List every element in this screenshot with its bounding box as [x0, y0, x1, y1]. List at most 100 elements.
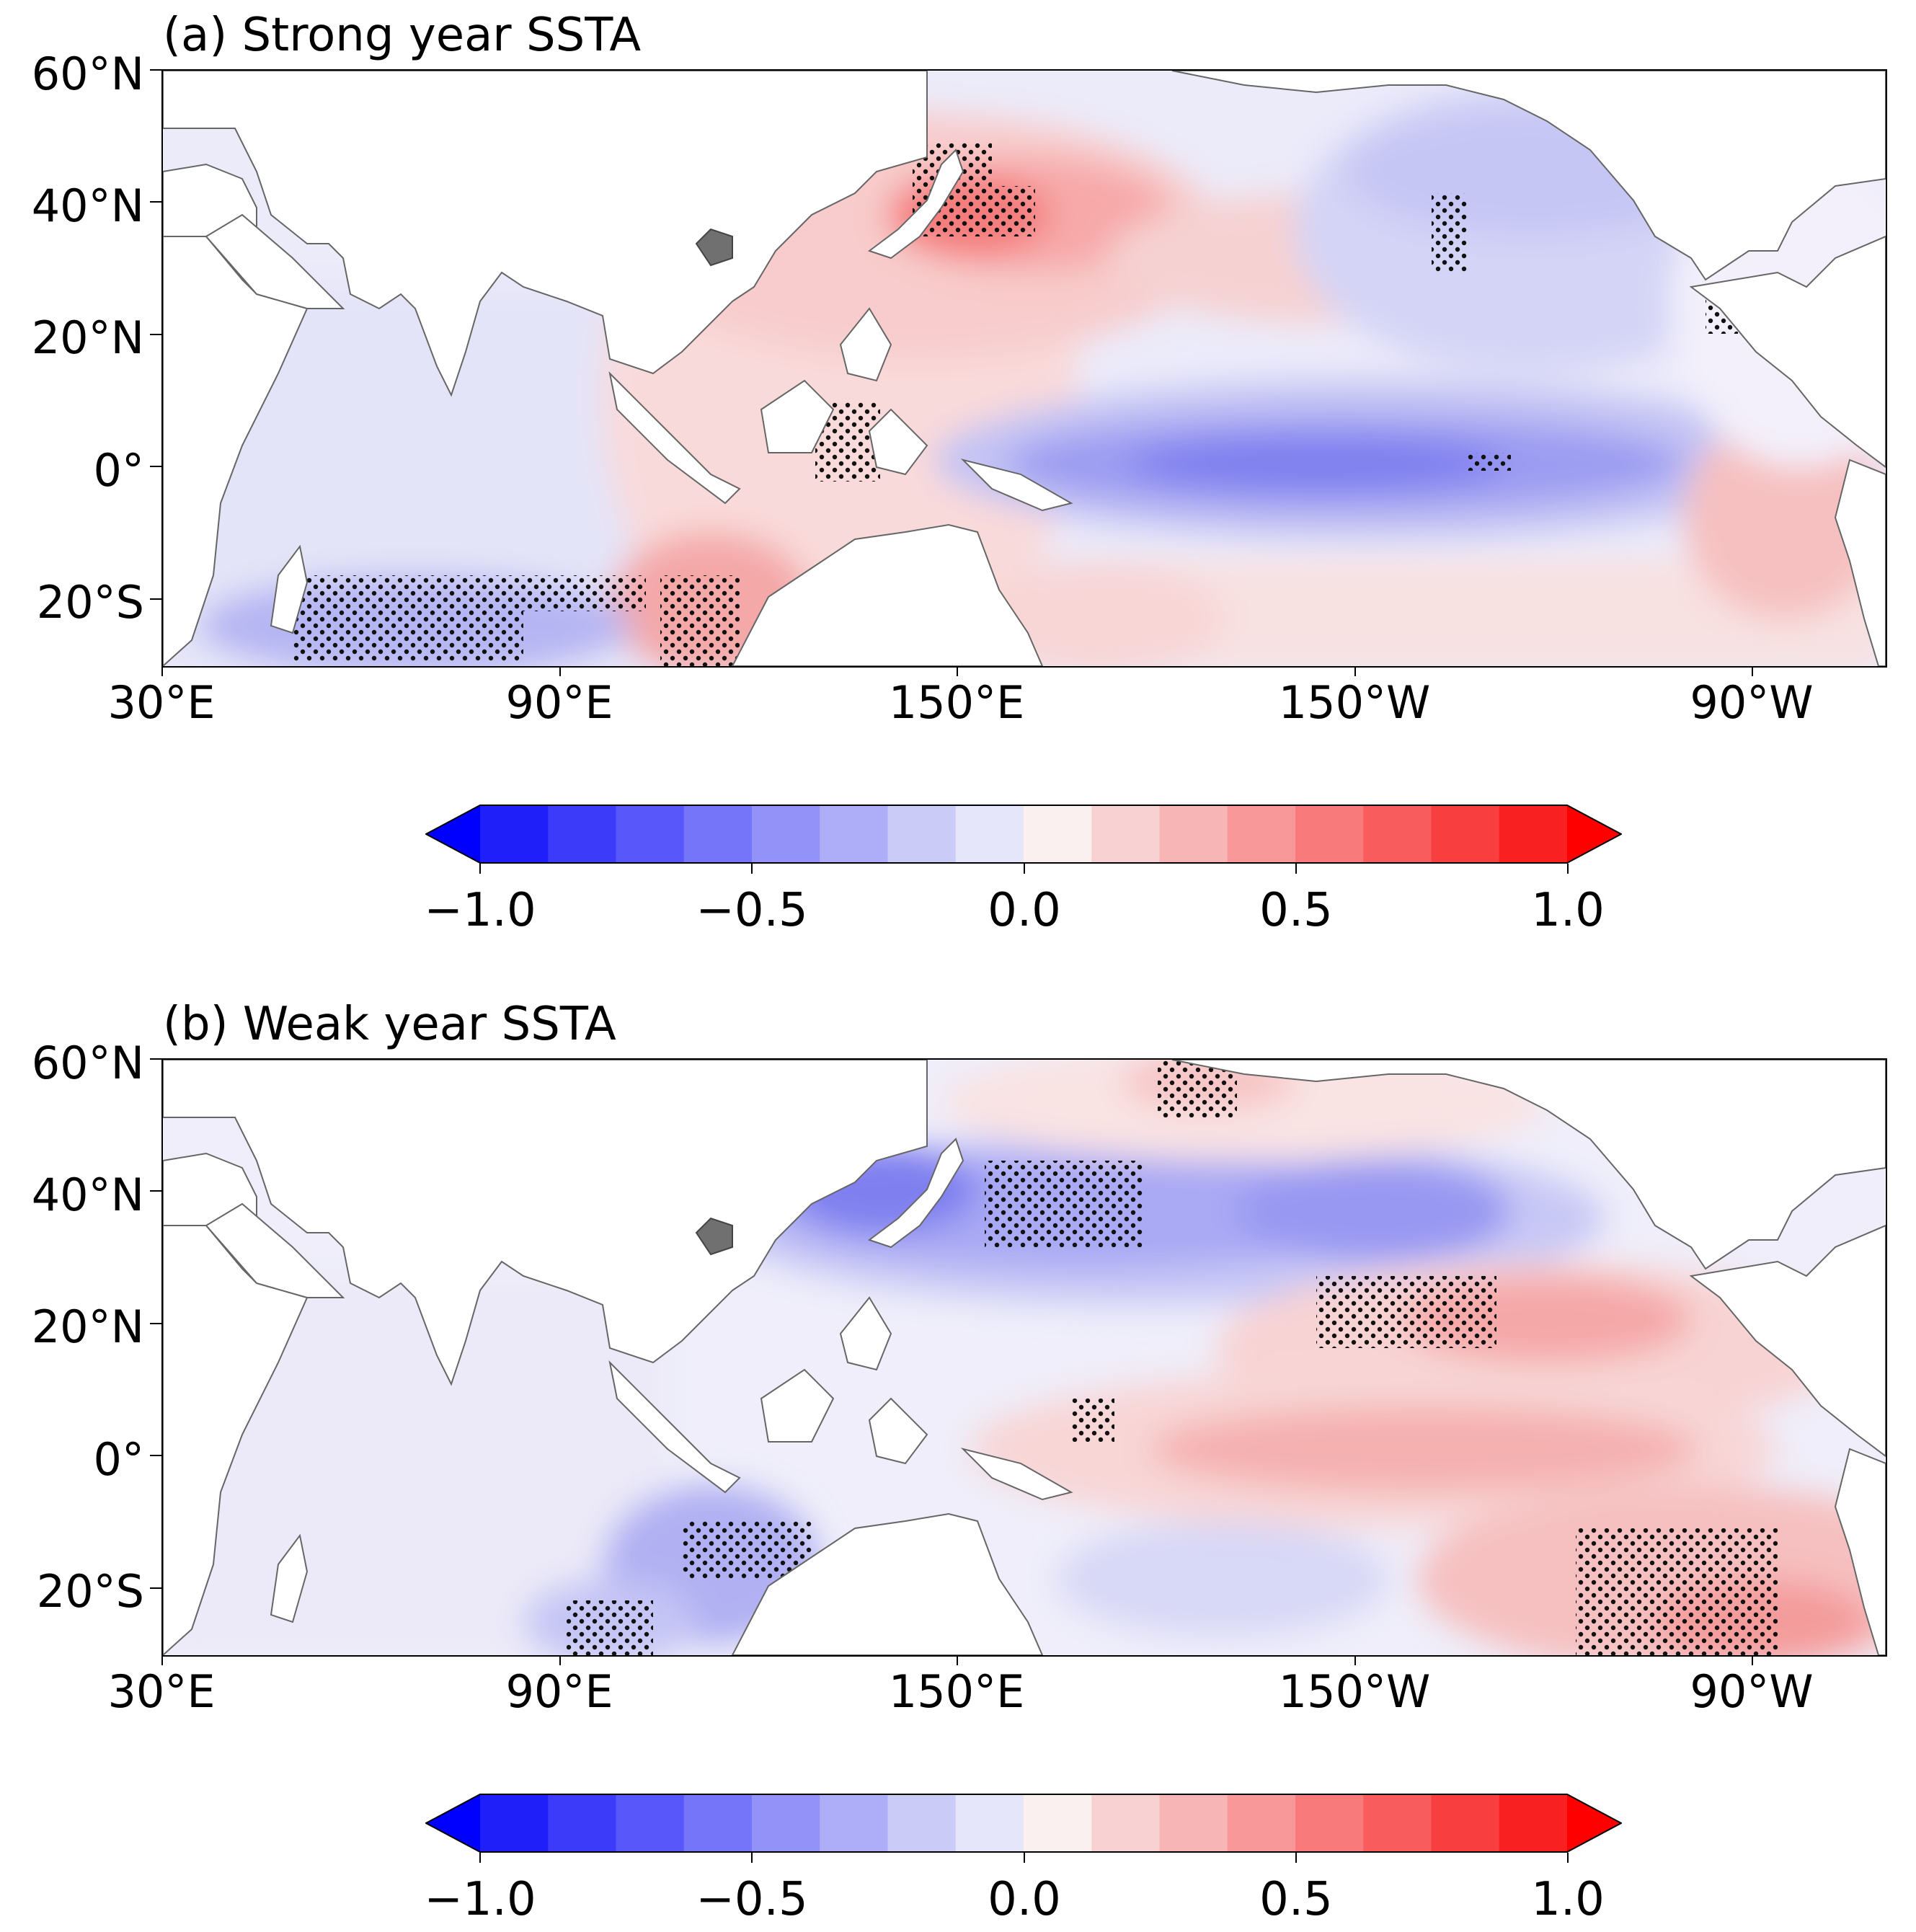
lon-tick — [559, 1655, 561, 1665]
colorbar-label: −1.0 — [424, 884, 536, 937]
colorbar-bin — [1499, 1794, 1568, 1853]
lat-tick — [150, 69, 161, 71]
colorbar-bin — [1363, 805, 1432, 864]
lon-label-90w: 90°W — [1690, 676, 1814, 729]
colorbar-bin — [1295, 1794, 1364, 1853]
lon-tick — [1752, 1655, 1753, 1665]
lat-label-eq: 0° — [93, 444, 144, 497]
colorbar-tick — [479, 864, 481, 874]
colorbar-bin — [1227, 1794, 1296, 1853]
colorbar-bin — [955, 805, 1024, 864]
colorbar-label: 0.5 — [1259, 884, 1333, 937]
lat-label-20s: 20°S — [36, 1565, 144, 1618]
lon-label-90e: 90°E — [505, 676, 613, 729]
lon-tick — [1354, 666, 1356, 676]
colorbar-bin — [887, 805, 957, 864]
colorbar-outline — [425, 1794, 1622, 1853]
lon-tick — [957, 1655, 958, 1665]
lat-label-40n: 40°N — [31, 1169, 144, 1221]
land-mask — [163, 71, 1886, 666]
colorbar-bin — [1431, 1794, 1500, 1853]
map-weak-year — [161, 1058, 1887, 1657]
lat-label-60n: 60°N — [31, 1037, 144, 1089]
colorbar-bin — [1159, 1794, 1228, 1853]
colorbar-bin — [616, 1794, 685, 1853]
colorbar-label: −1.0 — [424, 1873, 536, 1926]
lon-label-150e: 150°E — [888, 676, 1025, 729]
colorbar-bin — [1091, 1794, 1161, 1853]
colorbar-tick — [751, 1853, 753, 1863]
lat-label-40n: 40°N — [31, 180, 144, 232]
colorbar-label: 1.0 — [1531, 1873, 1605, 1926]
lon-tick — [957, 666, 958, 676]
colorbar-bin — [752, 805, 820, 864]
colorbar-tick — [751, 864, 753, 874]
lat-label-eq: 0° — [93, 1433, 144, 1486]
colorbar-bin — [820, 805, 889, 864]
lon-label-150w: 150°W — [1278, 1665, 1431, 1718]
lon-label-30e: 30°E — [107, 1665, 216, 1718]
lon-tick — [161, 1655, 163, 1665]
masked-region — [695, 228, 733, 267]
colorbar-tick — [1567, 1853, 1569, 1863]
colorbar-bin — [1159, 805, 1228, 864]
colorbar-bin — [1431, 805, 1500, 864]
colorbar-label: 1.0 — [1531, 884, 1605, 937]
lon-tick — [559, 666, 561, 676]
lon-label-150e: 150°E — [888, 1665, 1025, 1718]
colorbar-label: −0.5 — [696, 1873, 808, 1926]
colorbar-bin — [1227, 805, 1296, 864]
lon-label-30e: 30°E — [107, 676, 216, 729]
lat-tick — [150, 466, 161, 467]
ssta-map — [163, 71, 1886, 666]
colorbar-tick — [1024, 864, 1025, 874]
lat-tick — [150, 1058, 161, 1060]
colorbar-bin — [1024, 1794, 1092, 1853]
lat-label-60n: 60°N — [31, 48, 144, 100]
colorbar-bins — [425, 805, 1622, 864]
colorbar-label: 0.0 — [988, 1873, 1061, 1926]
colorbar-bin — [1499, 805, 1568, 864]
panel-title: (a) Strong year SSTA — [163, 9, 642, 62]
colorbar-tick — [1567, 864, 1569, 874]
colorbar-bin — [548, 1794, 617, 1853]
colorbar-tick — [479, 1853, 481, 1863]
colorbar-extension-max — [1567, 805, 1622, 864]
colorbar-bin — [887, 1794, 957, 1853]
colorbar-bin — [1363, 1794, 1432, 1853]
colorbar-extension-max — [1567, 1794, 1622, 1853]
lon-label-90w: 90°W — [1690, 1665, 1814, 1718]
colorbar-bin — [616, 805, 685, 864]
colorbar-bin — [683, 805, 753, 864]
colorbar-bin — [752, 1794, 820, 1853]
lat-tick — [150, 1455, 161, 1456]
colorbar-outline — [425, 805, 1622, 864]
lat-tick — [150, 334, 161, 335]
lon-tick — [161, 666, 163, 676]
colorbar-bin — [480, 805, 549, 864]
ssta-map — [163, 1060, 1886, 1655]
colorbar-label: 0.5 — [1259, 1873, 1333, 1926]
colorbar-bin — [820, 1794, 889, 1853]
significance-stippling — [293, 143, 1738, 666]
colorbar-extension-min — [425, 805, 480, 864]
colorbar-label: 0.0 — [988, 884, 1061, 937]
colorbar-bin — [548, 805, 617, 864]
map-strong-year — [161, 69, 1887, 668]
colorbar-bins — [425, 1794, 1622, 1853]
lon-label-150w: 150°W — [1278, 676, 1431, 729]
colorbar-bin — [1091, 805, 1161, 864]
significance-stippling — [567, 1060, 1879, 1655]
colorbar — [425, 805, 1622, 864]
land-mask — [163, 1060, 1886, 1655]
lon-tick — [1752, 666, 1753, 676]
lat-label-20s: 20°S — [36, 576, 144, 629]
colorbar-bin — [480, 1794, 549, 1853]
lat-label-20n: 20°N — [31, 1300, 144, 1353]
colorbar-tick — [1295, 1853, 1297, 1863]
masked-region — [695, 1217, 733, 1256]
lat-tick — [150, 1190, 161, 1192]
colorbar — [425, 1794, 1622, 1853]
colorbar-tick — [1295, 864, 1297, 874]
lat-label-20n: 20°N — [31, 311, 144, 364]
